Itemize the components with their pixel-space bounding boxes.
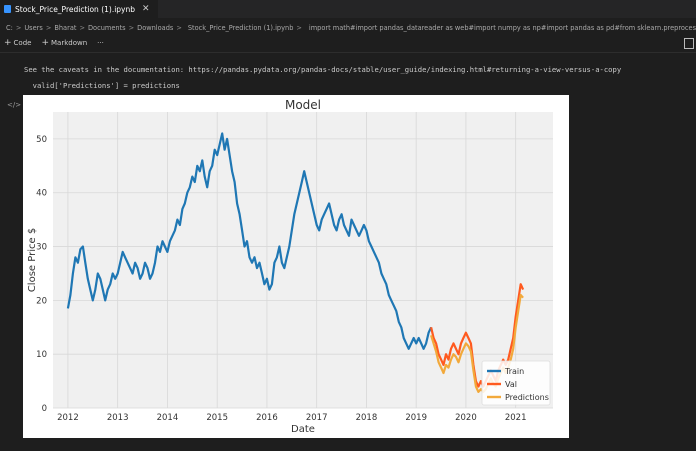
breadcrumb-item[interactable]: Users <box>24 24 43 32</box>
y-tick-label: 50 <box>36 135 47 145</box>
notebook-icon <box>4 5 11 13</box>
add-code-button[interactable]: + Code <box>4 38 31 48</box>
legend-label: Val <box>505 380 517 389</box>
chevron-right-icon: > <box>45 24 52 32</box>
chevron-right-icon: > <box>176 24 182 32</box>
legend-label: Predictions <box>505 393 549 402</box>
x-tick-label: 2012 <box>57 413 79 423</box>
plot-area <box>53 112 553 408</box>
chevron-right-icon: > <box>296 24 302 32</box>
legend-label: Train <box>504 367 524 376</box>
x-tick-label: 2013 <box>107 413 129 423</box>
x-tick-labels: 2012 2013 2014 2015 2016 2017 2018 2019 2020 2021 <box>57 413 526 423</box>
tab-bar: Stock_Price_Prediction (1).ipynb ✕ <box>0 0 696 18</box>
breadcrumb-cell-preview[interactable]: import math#import pandas_datareader as … <box>308 24 696 32</box>
chevron-right-icon: > <box>128 24 135 32</box>
chart-svg: 2012 2013 2014 2015 2016 2017 2018 2019 2020 2021… <box>23 95 569 438</box>
breadcrumb-item[interactable]: Downloads <box>137 24 174 32</box>
x-tick-label: 2019 <box>405 413 427 423</box>
legend: Train Val Predictions <box>481 360 551 406</box>
chevron-right-icon: > <box>79 24 85 32</box>
breadcrumb: C: > Users > Bharat > Documents > Downloads >… <box>0 21 696 35</box>
y-tick-labels: 0 10 20 30 40 50 <box>36 135 47 414</box>
plus-icon: + <box>41 38 50 48</box>
x-tick-label: 2016 <box>256 413 278 423</box>
output-code-icon[interactable]: </> <box>7 101 22 109</box>
tab-notebook[interactable]: Stock_Price_Prediction (1).ipynb ✕ <box>0 0 158 18</box>
breadcrumb-item[interactable]: Bharat <box>54 24 77 32</box>
add-markdown-button[interactable]: + Markdown <box>41 38 87 48</box>
chevron-right-icon: > <box>15 24 22 32</box>
warning-text: See the caveats in the documentation: ht… <box>24 65 622 74</box>
tab-title: Stock_Price_Prediction (1).ipynb <box>15 4 135 14</box>
x-tick-label: 2018 <box>356 413 378 423</box>
x-tick-label: 2014 <box>157 413 179 423</box>
chart-title: Model <box>285 98 321 112</box>
plus-icon: + <box>4 38 12 48</box>
notebook-toolbar: + Code + Markdown ··· <box>0 36 104 50</box>
divider <box>0 52 696 53</box>
code-text: valid['Predictions'] = predictions <box>24 81 180 90</box>
cell-output: See the caveats in the documentation: ht… <box>24 62 621 94</box>
breadcrumb-item[interactable]: C: <box>6 24 13 32</box>
breadcrumb-item[interactable]: Stock_Price_Prediction (1).ipynb <box>187 24 294 32</box>
y-tick-label: 30 <box>36 243 47 253</box>
x-tick-label: 2017 <box>306 413 328 423</box>
x-tick-label: 2021 <box>505 413 527 423</box>
y-axis-label: Close Price $ <box>27 228 38 292</box>
x-tick-label: 2020 <box>455 413 477 423</box>
series-line-val <box>430 283 525 388</box>
y-tick-label: 10 <box>36 350 47 360</box>
add-code-label: Code <box>13 39 32 47</box>
breadcrumb-item[interactable]: Documents <box>87 24 126 32</box>
x-axis-label: Date <box>291 424 315 435</box>
more-actions-button[interactable]: ··· <box>97 39 104 47</box>
y-tick-label: 0 <box>42 404 47 414</box>
clipboard-icon[interactable] <box>684 38 694 49</box>
chart-figure: 2012 2013 2014 2015 2016 2017 2018 2019 2020 2021… <box>23 95 569 438</box>
close-icon[interactable]: ✕ <box>142 4 150 14</box>
series-line-train <box>66 132 433 350</box>
x-tick-label: 2015 <box>206 413 228 423</box>
grid <box>53 112 553 409</box>
y-tick-label: 20 <box>36 296 47 306</box>
y-tick-label: 40 <box>36 189 47 199</box>
add-markdown-label: Markdown <box>51 39 88 47</box>
cell-icon <box>302 25 308 31</box>
